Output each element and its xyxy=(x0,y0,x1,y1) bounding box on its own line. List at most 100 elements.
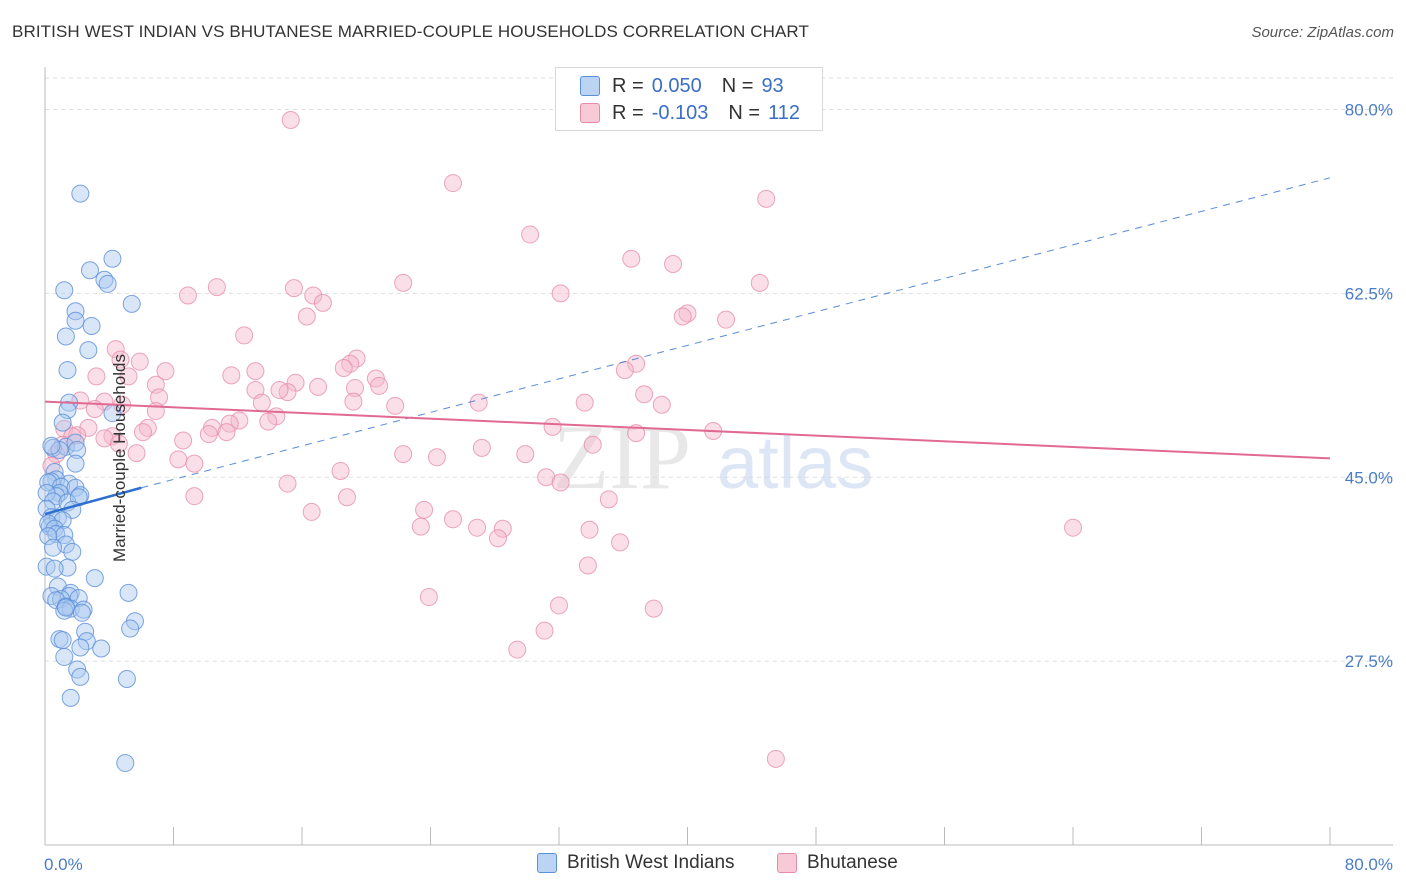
series-legend-british-west-indians[interactable]: British West Indians xyxy=(537,852,735,874)
bhutanese-point xyxy=(750,273,769,292)
bhutanese-point xyxy=(469,393,488,412)
british-west-indians-trend-line xyxy=(44,486,142,516)
series-swatch-blue xyxy=(537,853,557,873)
bhutanese-point xyxy=(1064,518,1082,537)
bhutanese-point xyxy=(521,225,540,244)
bhutanese-point xyxy=(199,425,218,444)
bhutanese-point xyxy=(246,362,265,381)
bhutanese-point xyxy=(580,520,599,539)
bhutanese-point xyxy=(185,487,204,506)
bhutanese-point xyxy=(252,393,271,412)
bhutanese-point xyxy=(331,461,350,480)
legend-n-label: N = xyxy=(721,74,754,97)
watermark-zip: ZIP xyxy=(553,406,691,508)
british-west-indians-point xyxy=(82,316,101,335)
legend-r-value: -0.103 xyxy=(651,101,709,124)
bhutanese-point xyxy=(508,640,527,659)
british-west-indians-point xyxy=(122,294,141,313)
bhutanese-point xyxy=(644,599,663,618)
bhutanese-point xyxy=(394,445,413,464)
british-west-indians-point xyxy=(71,184,90,203)
bhutanese-point xyxy=(550,596,568,615)
british-west-indians-point xyxy=(53,413,72,432)
british-west-indians-point xyxy=(77,632,96,651)
series-label-bhutanese: Bhutanese xyxy=(807,852,898,873)
trend-lines xyxy=(44,177,1331,516)
bhutanese-point xyxy=(488,529,507,548)
legend-n-value: 112 xyxy=(768,101,800,124)
y-tick-label: 27.5% xyxy=(1345,652,1393,671)
bhutanese-point xyxy=(551,284,570,303)
bhutanese-point xyxy=(664,254,683,273)
bhutanese-point xyxy=(583,435,602,454)
bhutanese-point xyxy=(281,111,300,130)
legend-swatch-blue xyxy=(580,76,600,96)
british-west-indians-point xyxy=(66,302,85,321)
british-west-indians-point xyxy=(66,454,85,473)
british-west-indians-point xyxy=(98,274,117,293)
british-west-indians-point xyxy=(103,249,122,268)
bhutanese-point xyxy=(304,286,323,305)
bhutanese-point xyxy=(334,358,353,377)
bhutanese-point xyxy=(427,448,446,467)
british-west-indians-point xyxy=(63,542,82,561)
bhutanese-point xyxy=(346,378,365,397)
bhutanese-point xyxy=(222,366,241,385)
bhutanese-point xyxy=(127,444,146,463)
british-west-indians-point xyxy=(68,440,87,459)
legend-r-label: R = xyxy=(612,74,644,97)
british-west-indians-point xyxy=(80,261,99,280)
axis-layer xyxy=(44,67,1393,846)
legend-r-value: 0.050 xyxy=(651,74,702,97)
bhutanese-point xyxy=(284,279,303,298)
series-legend-bhutanese[interactable]: Bhutanese xyxy=(777,852,898,874)
legend-r-label: R = xyxy=(612,101,644,124)
bhutanese-point xyxy=(652,395,671,414)
british-west-indians-point xyxy=(66,311,85,330)
bhutanese-point xyxy=(79,418,98,437)
bhutanese-point xyxy=(717,310,736,329)
bhutanese-point xyxy=(611,533,630,552)
british-west-indians-point xyxy=(72,603,91,622)
bhutanese-point xyxy=(235,326,254,345)
bhutanese-point xyxy=(468,518,487,537)
british-west-indians-point xyxy=(66,433,85,452)
watermark-atlas: atlas xyxy=(717,421,873,504)
british-west-indians-point xyxy=(92,639,111,658)
british-west-indians-point xyxy=(55,281,74,300)
bhutanese-point xyxy=(207,278,226,297)
british-west-indians-point xyxy=(61,688,80,707)
bhutanese-point xyxy=(174,431,193,450)
bhutanese-point xyxy=(622,249,641,268)
british-west-indians-point xyxy=(47,487,66,506)
bhutanese-point xyxy=(575,393,594,412)
british-west-indians-points xyxy=(37,184,144,773)
chart-source: Source: ZipAtlas.com xyxy=(1251,24,1394,41)
british-west-indians-trend-dashed xyxy=(141,177,1331,489)
british-west-indians-point xyxy=(55,601,74,620)
bhutanese-point xyxy=(411,517,430,536)
legend-row-bhutanese: R = -0.103 N = 112 xyxy=(580,100,800,126)
bhutanese-point xyxy=(493,519,512,538)
bhutanese-point xyxy=(95,429,114,448)
bhutanese-point xyxy=(443,174,462,193)
legend-swatch-pink xyxy=(580,103,600,123)
series-legend: British West Indians Bhutanese xyxy=(0,852,1406,878)
british-west-indians-point xyxy=(50,440,69,459)
bhutanese-trend-line xyxy=(44,400,1331,460)
x-tick-label-min: 0.0% xyxy=(44,855,83,874)
bhutanese-point xyxy=(578,556,597,575)
british-west-indians-point xyxy=(119,583,138,602)
british-west-indians-point xyxy=(85,569,104,588)
bhutanese-point xyxy=(370,376,389,395)
bhutanese-point xyxy=(627,354,646,373)
bhutanese-point xyxy=(156,362,175,381)
british-west-indians-point xyxy=(58,361,77,380)
legend-n-label: N = xyxy=(728,101,761,124)
british-west-indians-point xyxy=(55,647,74,666)
stats-legend: R = 0.050 N = 93 R = -0.103 N = 112 xyxy=(555,67,823,131)
bhutanese-point xyxy=(635,385,654,404)
british-west-indians-point xyxy=(42,436,61,455)
bhutanese-point xyxy=(185,454,204,473)
